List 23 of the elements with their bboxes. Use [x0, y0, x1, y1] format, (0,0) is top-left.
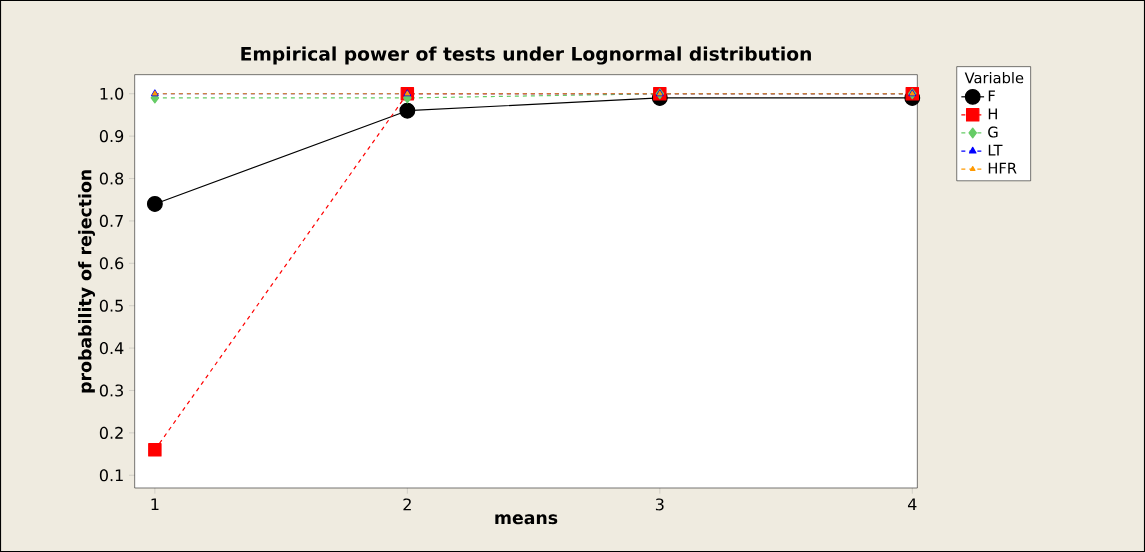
x-tick-label: 2	[403, 498, 411, 511]
y-tick-label: 1.0	[100, 87, 124, 100]
x-tick-label: 4	[907, 498, 917, 511]
y-tick-label: 0.3	[99, 384, 123, 397]
y-tick-label: 0.4	[99, 342, 124, 355]
x-axis-title: means	[495, 514, 558, 525]
legend-label: G	[988, 126, 998, 138]
y-tick-label: 0.6	[99, 257, 124, 270]
y-axis-title: probability of rejection	[78, 170, 96, 393]
legend-label: HFR	[988, 162, 1017, 174]
y-tick-label: 0.5	[99, 299, 123, 312]
x-tick-label: 3	[655, 498, 664, 511]
legend-label: LT	[988, 144, 1003, 156]
y-tick-label: 0.9	[99, 130, 124, 143]
legend-title: Variable	[964, 71, 1024, 84]
y-tick-label: 0.7	[99, 214, 123, 227]
chart-title: Empirical power of tests under Lognormal distribution	[241, 46, 811, 65]
y-tick-label: 0.8	[99, 172, 124, 185]
legend-label: H	[988, 108, 997, 120]
y-tick-label: 0.1	[99, 469, 123, 482]
x-tick-label: 1	[151, 498, 159, 511]
legend-label: F	[988, 90, 995, 102]
y-tick-label: 0.2	[99, 426, 123, 439]
